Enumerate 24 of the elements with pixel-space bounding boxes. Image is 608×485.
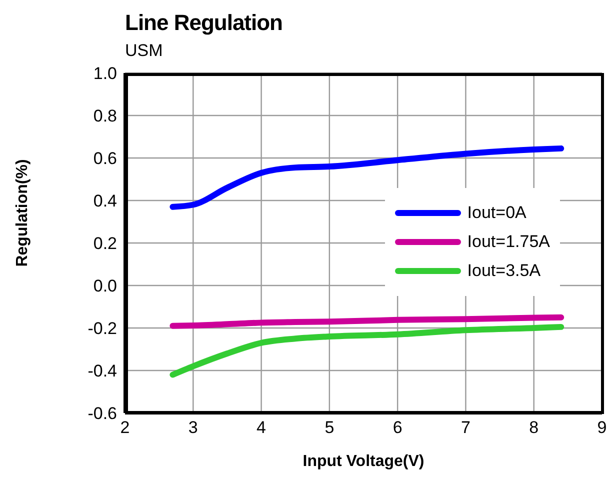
x-tick-label: 8 [529, 418, 539, 438]
x-tick-label: 2 [120, 418, 130, 438]
y-tick-label: -0.4 [88, 362, 117, 381]
x-tick-label: 5 [324, 418, 334, 438]
x-tick-label: 6 [392, 418, 402, 438]
x-axis-title: Input Voltage(V) [302, 453, 426, 471]
y-tick-label: -0.6 [88, 404, 117, 424]
y-tick-label: 0.2 [93, 234, 117, 254]
x-tick-label: 4 [256, 418, 266, 438]
y-tick-label: -0.2 [88, 319, 117, 338]
y-tick-label: 0.4 [93, 192, 117, 211]
x-tick-label: 9 [597, 418, 607, 438]
y-tick-label: 0.8 [93, 106, 117, 126]
x-tick-label: 3 [188, 418, 198, 438]
y-tick-label: 1.0 [93, 64, 117, 84]
x-tick-label: 7 [460, 418, 470, 438]
y-tick-label: 0.6 [93, 149, 117, 168]
legend-label: Iout=1.75A [467, 232, 550, 252]
chart-title: Line Regulation [125, 10, 282, 36]
y-axis-title: Regulation(%) [14, 159, 32, 267]
y-tick-label: 0.0 [93, 276, 117, 296]
legend-label: Iout=0A [467, 203, 526, 223]
chart-subtitle: USM [125, 41, 163, 61]
legend-label: Iout=3.5A [467, 261, 541, 281]
